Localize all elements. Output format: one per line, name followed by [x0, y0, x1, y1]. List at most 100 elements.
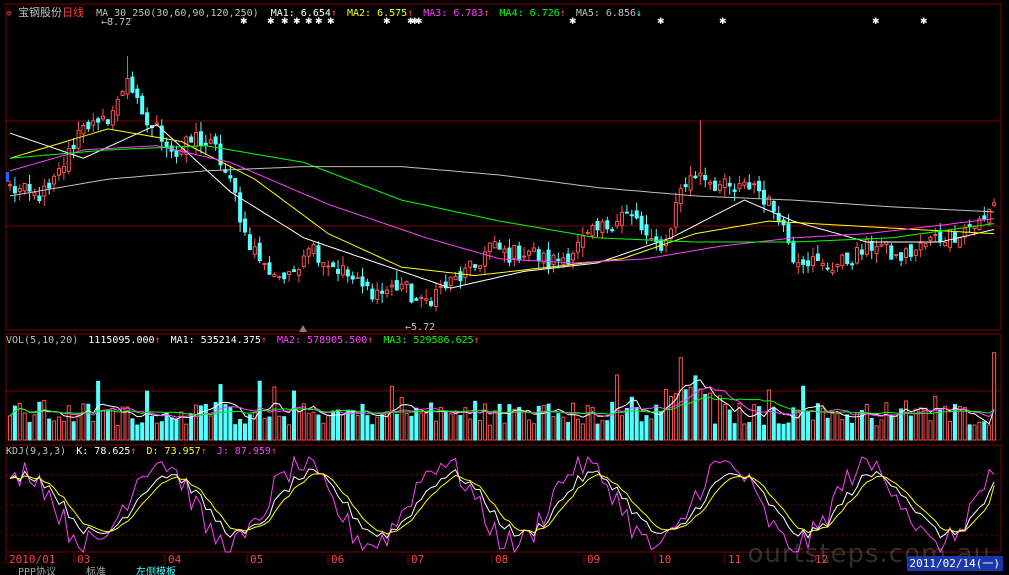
x-axis-label: 11: [728, 553, 741, 566]
stock-settings-icon[interactable]: ✲: [6, 8, 13, 19]
candle-body: [463, 267, 468, 278]
candle-body: [801, 259, 806, 265]
price-cursor-marker: [6, 172, 9, 182]
volume-bar: [698, 388, 703, 441]
candle-body: [903, 248, 908, 258]
candle-body: [61, 165, 66, 174]
volume-bar: [291, 390, 296, 441]
volume-bar: [869, 417, 874, 441]
candle-body: [184, 136, 189, 155]
volume-bar: [321, 422, 326, 441]
volume-bar: [615, 374, 620, 441]
ma5-line: [9, 166, 995, 213]
volume-bar: [977, 421, 982, 441]
kdj-indicator-name: KDJ(9,3,3): [6, 446, 67, 457]
volume-bar: [52, 420, 57, 441]
volume-bar: [894, 415, 899, 441]
volume-bar: [585, 405, 590, 441]
candle-body: [262, 262, 267, 265]
volume-bar: [61, 420, 66, 441]
kdj-j-value: J: 87.959: [216, 446, 271, 457]
volume-bar: [590, 406, 595, 441]
volume-bar: [159, 421, 164, 441]
volume-bar: [668, 396, 673, 441]
volume-bar: [409, 415, 414, 441]
volume-bar: [992, 352, 997, 441]
candle-body: [708, 181, 713, 185]
candle-body: [487, 242, 492, 253]
candle-body: [115, 99, 120, 116]
candle-body: [571, 253, 576, 261]
ma4-value: MA4: 6.726: [499, 8, 560, 19]
volume-bar: [233, 424, 238, 441]
signal-marker: ✱: [920, 17, 928, 27]
volume-bar: [419, 412, 424, 441]
tab-ppp[interactable]: PPP协议: [18, 567, 57, 575]
volume-bar: [198, 405, 203, 441]
volume-bar: [287, 424, 292, 441]
kdj-j-line: [9, 455, 995, 554]
candle-body: [977, 218, 982, 231]
high-value: 8.72: [107, 17, 132, 28]
candle-body: [546, 249, 551, 269]
candle-body: [71, 144, 76, 150]
volume-bar: [110, 407, 115, 441]
signal-marker: ✱: [293, 17, 301, 27]
candle-body: [140, 95, 145, 115]
candle-body: [654, 236, 659, 242]
volume-bar: [164, 412, 169, 441]
tab-standard[interactable]: 标准: [86, 567, 106, 575]
candle-body: [203, 142, 208, 146]
volume-bar: [693, 375, 698, 441]
candle-body: [301, 255, 306, 267]
volume-bar: [482, 403, 487, 441]
volume-bar: [22, 412, 27, 441]
candle-body: [717, 184, 722, 191]
volume-bar: [546, 403, 551, 441]
volume-bar: [859, 410, 864, 441]
low-value: 5.72: [411, 322, 436, 333]
candle-body: [678, 188, 683, 205]
candle-body: [32, 192, 37, 197]
candle-body: [923, 243, 928, 248]
low-annotation: ←5.72: [405, 321, 435, 335]
candle-body: [786, 223, 791, 244]
candle-body: [429, 300, 434, 306]
volume-header: VOL(5,10,20) 1115095.000↑ MA1: 535214.37…: [6, 334, 480, 348]
candle-body: [340, 265, 345, 276]
volume-bar: [874, 425, 879, 441]
tab-left-template[interactable]: 左侧模板: [136, 567, 176, 575]
candle-body: [815, 253, 820, 261]
volume-bar: [654, 404, 659, 441]
volume-bar: [355, 414, 360, 441]
volume-bar: [208, 415, 213, 441]
candle-body: [580, 235, 585, 248]
volume-bar: [664, 389, 669, 441]
signal-marker: ✱: [407, 17, 415, 27]
volume-bar: [399, 396, 404, 441]
volume-bar: [913, 408, 918, 441]
volume-bar: [659, 411, 664, 441]
candle-body: [933, 233, 938, 236]
period-label[interactable]: 日线: [62, 6, 85, 19]
volume-bar: [487, 424, 492, 441]
volume-bar: [551, 416, 556, 441]
volume-bar: [561, 416, 566, 441]
ma4-line: [9, 145, 995, 243]
volume-bar: [497, 403, 502, 441]
volume-bar: [928, 420, 933, 441]
candle-body: [757, 180, 762, 192]
kdj-j-up-arrow-icon: ↑: [270, 446, 277, 457]
candle-body: [752, 183, 757, 186]
candle-body: [952, 232, 957, 243]
volume-bar: [771, 407, 776, 441]
volume-bar: [473, 400, 478, 441]
candle-body: [287, 271, 292, 276]
candle-body: [874, 246, 879, 255]
candle-body: [174, 150, 179, 157]
candle-body: [433, 289, 438, 308]
price-panel-frame: [5, 3, 1002, 331]
volume-bar: [384, 411, 390, 441]
vol-ma2-value: MA2: 578905.500: [276, 335, 368, 346]
ma5-down-arrow-icon: ↓: [636, 8, 643, 19]
